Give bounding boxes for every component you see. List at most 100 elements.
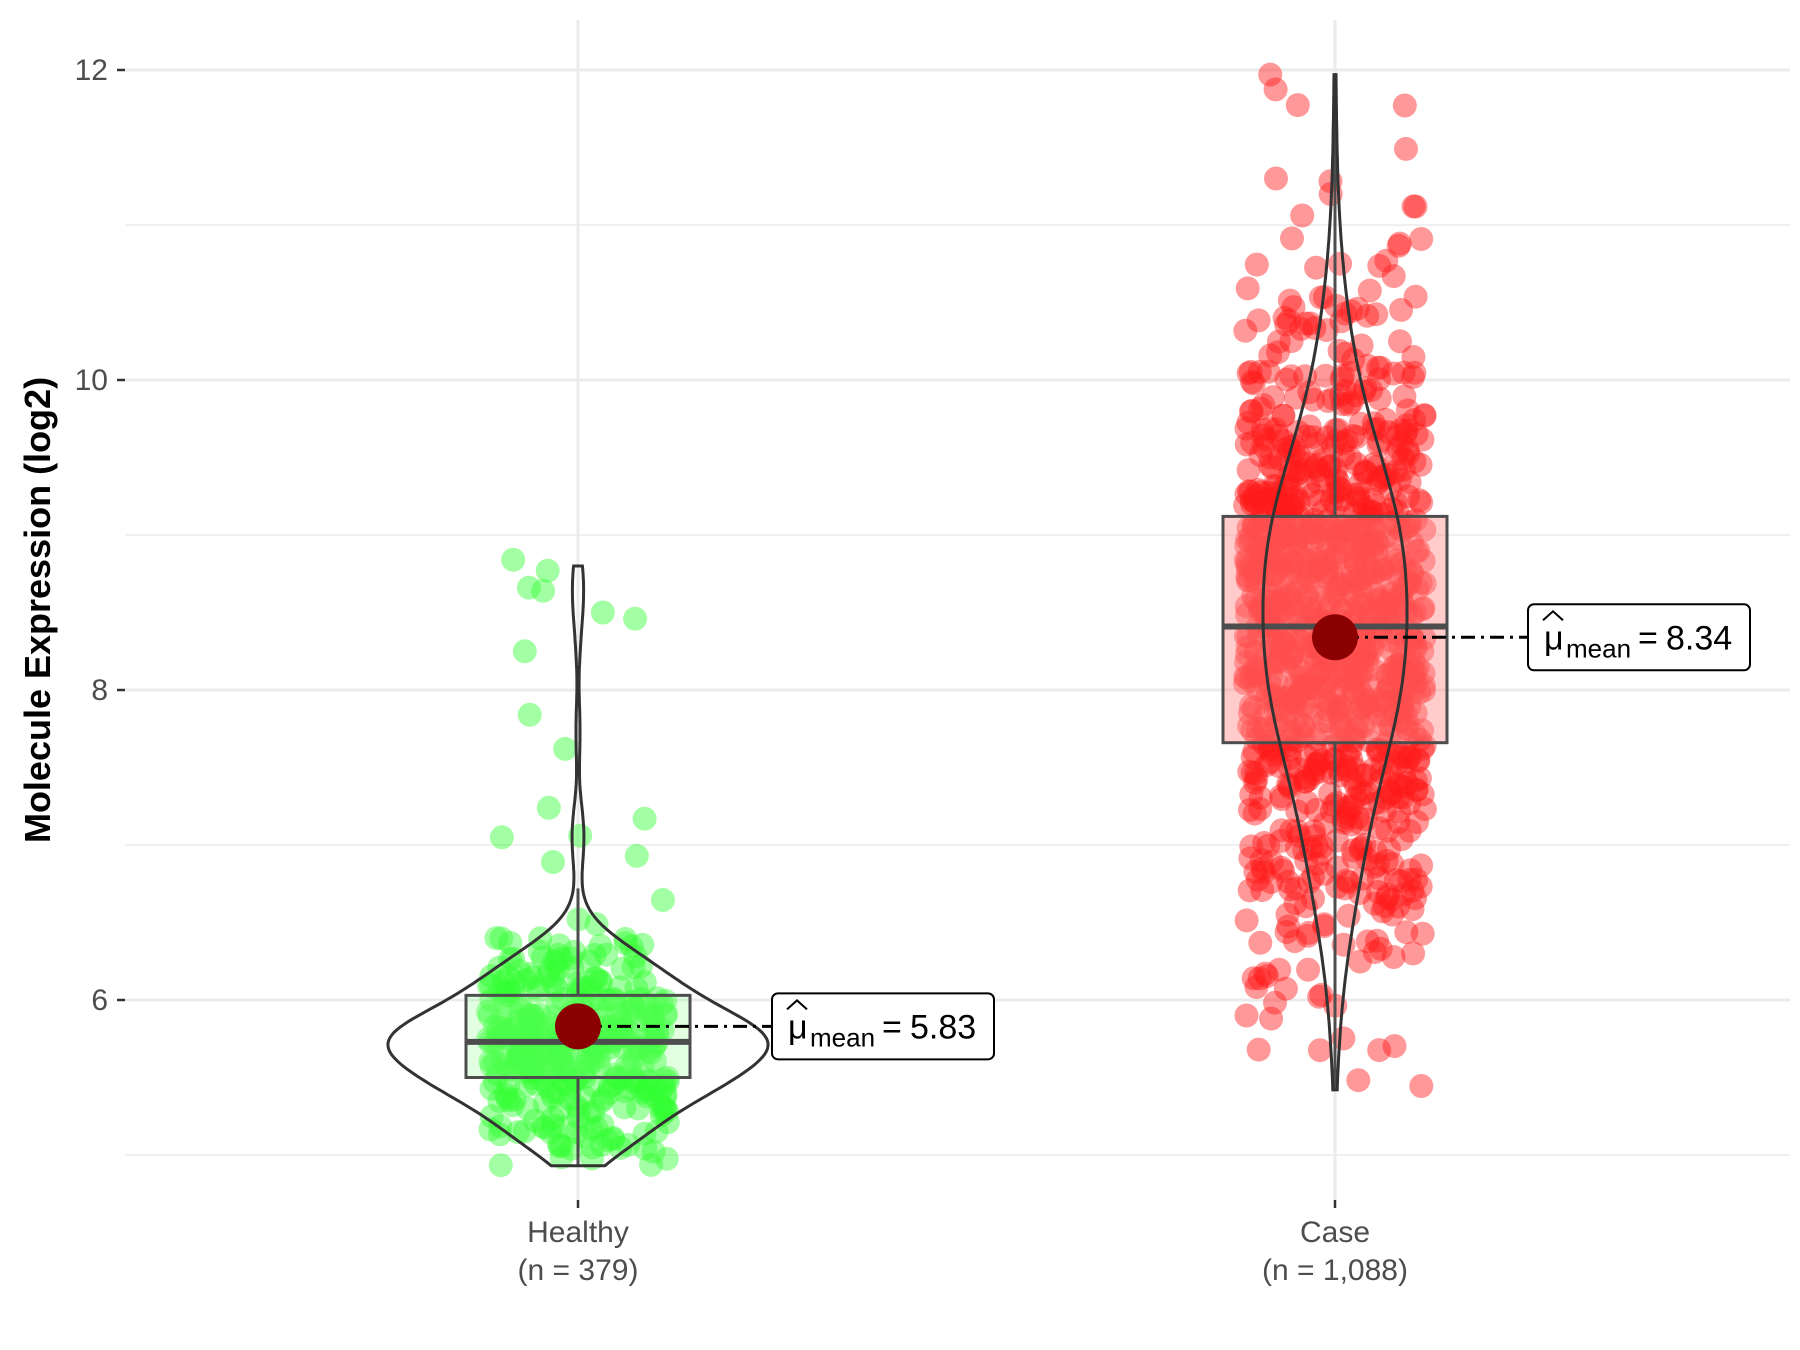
data-point <box>1409 853 1434 878</box>
data-point <box>1237 878 1262 903</box>
data-point <box>1272 527 1297 552</box>
data-point <box>1405 810 1429 834</box>
data-point <box>1396 484 1421 509</box>
data-point <box>1308 659 1333 684</box>
data-point <box>1317 709 1342 734</box>
data-point <box>1313 549 1338 574</box>
data-point <box>512 639 537 664</box>
data-point <box>1344 425 1369 449</box>
data-point <box>1263 77 1288 102</box>
data-point <box>1388 745 1413 769</box>
data-point <box>482 1069 507 1094</box>
data-point <box>1244 252 1269 277</box>
data-point <box>1357 603 1382 628</box>
data-point <box>1308 285 1333 310</box>
data-point <box>1332 810 1356 835</box>
mean-equals: = <box>1638 619 1658 657</box>
data-point <box>1235 553 1260 578</box>
data-point <box>476 999 501 1024</box>
data-point <box>1404 422 1429 447</box>
data-point <box>1241 584 1265 609</box>
data-point <box>1268 515 1293 540</box>
data-point <box>1374 248 1399 273</box>
data-point <box>1397 470 1422 495</box>
data-point <box>1334 698 1359 723</box>
data-point <box>1396 745 1421 770</box>
data-point <box>1365 587 1390 612</box>
data-point <box>1265 423 1290 448</box>
data-point <box>1376 675 1401 700</box>
data-point <box>1361 487 1385 512</box>
data-point <box>516 1007 541 1032</box>
data-point <box>633 1077 658 1102</box>
data-point <box>587 1045 612 1070</box>
data-point <box>559 946 584 971</box>
data-point <box>1355 353 1380 378</box>
data-point <box>1320 546 1345 571</box>
data-point <box>553 1054 578 1079</box>
data-point <box>1329 571 1354 596</box>
mean-label-box <box>771 992 995 1061</box>
data-point <box>1298 589 1323 614</box>
data-point <box>1324 790 1349 815</box>
data-point <box>1256 643 1281 668</box>
data-point <box>1283 385 1308 410</box>
data-point <box>1297 596 1322 621</box>
data-point <box>1329 715 1354 739</box>
data-point <box>1370 502 1395 526</box>
data-point <box>1290 203 1315 228</box>
data-point <box>1362 791 1386 816</box>
data-point <box>529 1043 554 1068</box>
data-point <box>1301 425 1326 450</box>
data-point <box>1238 530 1263 554</box>
data-point <box>1341 678 1366 703</box>
data-point <box>628 986 653 1011</box>
data-point <box>537 958 561 983</box>
data-point <box>1397 513 1422 538</box>
data-point <box>1352 539 1377 564</box>
violins <box>386 73 1409 1168</box>
data-point <box>1343 537 1368 562</box>
data-point <box>1356 690 1381 715</box>
data-point <box>1376 662 1400 687</box>
data-point <box>1248 930 1273 955</box>
data-point <box>1258 750 1282 775</box>
y-axis: 6 8 10 12 <box>75 54 125 1017</box>
data-point <box>1402 449 1427 474</box>
data-point <box>1396 726 1421 751</box>
data-point <box>1354 763 1378 788</box>
data-point <box>496 965 521 990</box>
data-point <box>577 949 602 974</box>
data-point <box>478 1117 503 1142</box>
data-point <box>1332 694 1357 719</box>
data-point <box>1364 528 1388 553</box>
data-point <box>1388 329 1412 354</box>
data-point <box>1402 722 1427 747</box>
data-point <box>1276 869 1301 894</box>
data-point <box>526 978 551 1003</box>
data-point <box>1276 545 1301 569</box>
data-point <box>630 1080 655 1105</box>
data-point <box>547 1132 572 1157</box>
data-point <box>1280 639 1305 664</box>
data-point <box>1241 513 1266 538</box>
data-point <box>1234 1003 1259 1028</box>
data-point <box>1306 458 1331 483</box>
data-point <box>1404 539 1429 564</box>
data-point <box>1354 566 1379 591</box>
data-point <box>590 1112 615 1137</box>
data-point <box>1385 686 1409 711</box>
data-point <box>550 986 575 1011</box>
data-point <box>522 1011 547 1036</box>
data-point <box>1272 524 1297 549</box>
data-point <box>1368 355 1393 380</box>
data-point <box>1268 549 1293 574</box>
data-point <box>610 956 635 981</box>
data-point <box>1364 302 1389 327</box>
data-point <box>1289 677 1314 702</box>
data-point <box>517 1048 542 1073</box>
data-point <box>1285 525 1310 550</box>
data-point <box>1269 828 1294 853</box>
data-point <box>1280 226 1304 251</box>
data-point <box>1250 878 1275 903</box>
